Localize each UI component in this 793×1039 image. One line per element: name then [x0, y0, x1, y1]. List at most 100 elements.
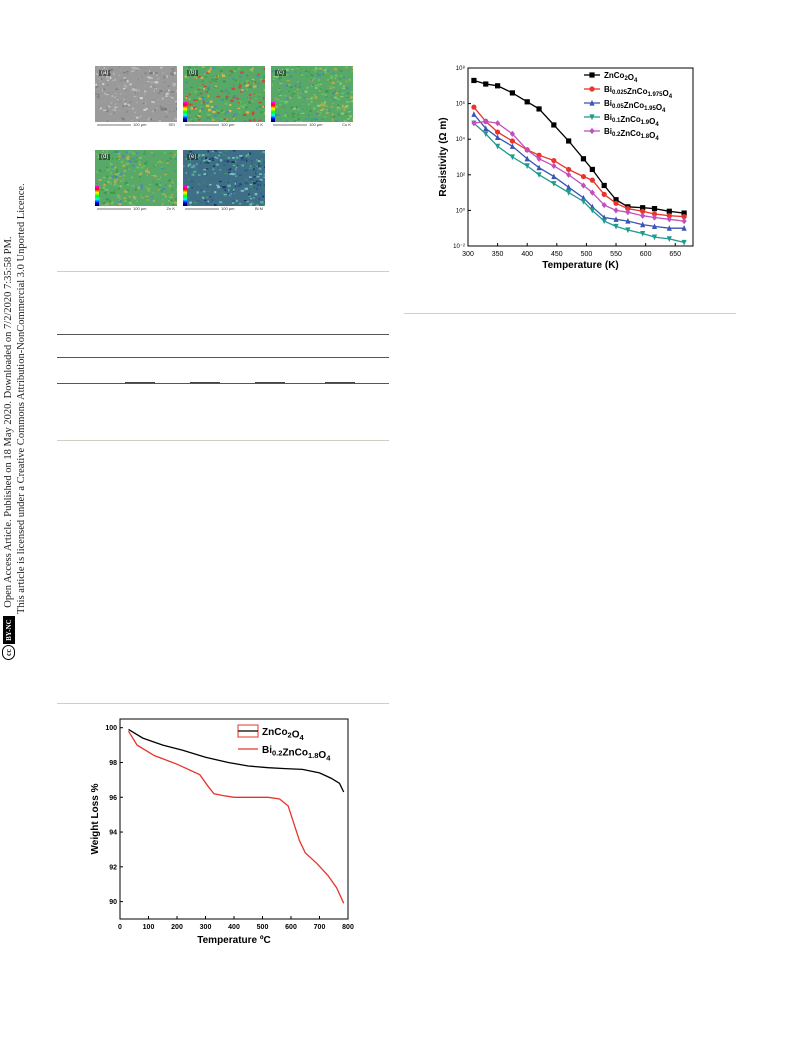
sem-image: [95, 150, 177, 206]
sem-mapping-figure: (a) 100 µm SEI (b) 100 µm O K (c) 100 µm Co K (d)…: [95, 66, 355, 228]
sem-panel: (b) 100 µm O K: [183, 66, 265, 130]
data-point: [625, 209, 631, 216]
data-point: [613, 207, 619, 214]
x-tick-label: 550: [610, 251, 622, 258]
data-point: [509, 130, 516, 137]
data-point: [601, 201, 607, 209]
scale-label: 100 µm: [221, 122, 235, 127]
data-point: [509, 143, 516, 149]
table-dash: [325, 382, 355, 383]
sem-panel: (d) 100 µm Zn K: [95, 150, 177, 214]
x-tick-label: 450: [551, 251, 563, 258]
data-point: [589, 99, 595, 106]
data-point: [524, 99, 530, 105]
weight-loss-chart: 0 100 200 300 400 500 600 700 800 90 92 94 96 98 100 Te…: [90, 718, 354, 946]
data-point: [640, 212, 646, 219]
panel-label: (b): [187, 70, 199, 76]
licence-text: This article is licensed under a Creativ…: [16, 183, 28, 614]
sem-image: [183, 66, 265, 122]
table-end-divider: [57, 440, 389, 441]
data-point: [483, 125, 489, 132]
x-tick-label: 700: [314, 924, 326, 931]
y-tick-label: 10⁻²: [453, 244, 465, 250]
data-point: [666, 216, 672, 223]
data-point: [495, 129, 501, 135]
data-point: [566, 166, 572, 173]
data-point: [613, 200, 619, 206]
data-point: [566, 171, 572, 178]
data-point: [651, 206, 658, 212]
y-tick-label: 94: [109, 830, 117, 837]
data-point: [601, 191, 607, 197]
series-line: [473, 79, 685, 214]
data-point: [509, 138, 516, 144]
color-scale-bar: [95, 186, 99, 206]
data-point: [625, 206, 631, 212]
series-line: [128, 728, 345, 793]
legend-label: Bi0.05ZnCo1.95O4: [604, 99, 666, 114]
data-point: [666, 213, 672, 219]
figure-divider: [57, 703, 389, 704]
data-point: [536, 152, 542, 158]
access-line: ccBY-NC Open Access Article. Published o…: [2, 120, 16, 660]
data-point: [589, 127, 595, 135]
data-point: [536, 172, 542, 178]
color-scale-bar: [183, 186, 187, 206]
data-point: [589, 207, 595, 214]
scale-label: 100 µm: [133, 206, 147, 211]
scale-bar: [185, 124, 219, 126]
data-point: [495, 143, 501, 150]
y-tick-label: 92: [109, 864, 117, 871]
table-bottom-rule: [57, 383, 389, 384]
data-point: [681, 225, 687, 231]
x-tick-label: 600: [285, 924, 297, 931]
series-line: [127, 730, 345, 904]
x-tick-label: 400: [521, 251, 533, 258]
data-point: [566, 138, 572, 144]
data-point: [589, 72, 595, 78]
plot-frame: [467, 67, 694, 247]
legend-label: ZnCo2O4: [604, 71, 638, 84]
y-tick-label: 10²: [456, 173, 465, 179]
data-point: [589, 177, 595, 183]
data-point: [589, 189, 595, 196]
data-point: [651, 211, 658, 217]
legend-label: Bi0.2ZnCo1.8O4: [262, 745, 331, 763]
data-point: [495, 83, 501, 89]
data-point: [524, 163, 530, 169]
data-point: [471, 111, 477, 117]
x-tick-label: 350: [492, 251, 504, 258]
y-tick-label: 98: [109, 760, 117, 767]
y-tick-label: 10⁸: [456, 65, 466, 72]
data-point: [640, 208, 646, 214]
data-point: [566, 184, 572, 190]
resistivity-chart: 300 350 400 450 500 550 600 650 10⁻² 10⁰ 10² 10⁴ 10⁶…: [438, 65, 694, 271]
data-point: [471, 77, 477, 84]
data-point: [580, 156, 587, 162]
element-label: Co K: [342, 122, 351, 127]
x-tick-label: 200: [171, 924, 183, 931]
y-tick-label: 100: [105, 725, 117, 732]
color-scale-bar: [183, 102, 187, 122]
cc-icon: cc: [2, 644, 16, 660]
data-point: [589, 86, 595, 92]
data-point: [509, 154, 516, 161]
data-point: [589, 114, 595, 121]
data-point: [509, 90, 516, 96]
legend-label: Bi0.025ZnCo1.975O4: [604, 85, 673, 100]
y-tick-label: 10⁶: [456, 101, 466, 108]
table-top-rule: [57, 334, 389, 335]
x-tick-label: 100: [143, 924, 155, 931]
x-axis-label: Temperature ºC: [197, 935, 271, 946]
data-point: [524, 155, 530, 162]
data-point: [483, 131, 489, 137]
cc-license-badge[interactable]: ccBY-NC: [2, 616, 16, 660]
licence-line[interactable]: This article is licensed under a Creativ…: [15, 120, 28, 660]
data-point: [651, 223, 658, 230]
element-label: Zn K: [166, 206, 175, 211]
x-tick-label: 500: [581, 251, 593, 258]
data-point: [536, 164, 542, 171]
data-point: [651, 234, 658, 241]
plot-frame: [119, 718, 349, 920]
figure-divider: [404, 313, 736, 314]
